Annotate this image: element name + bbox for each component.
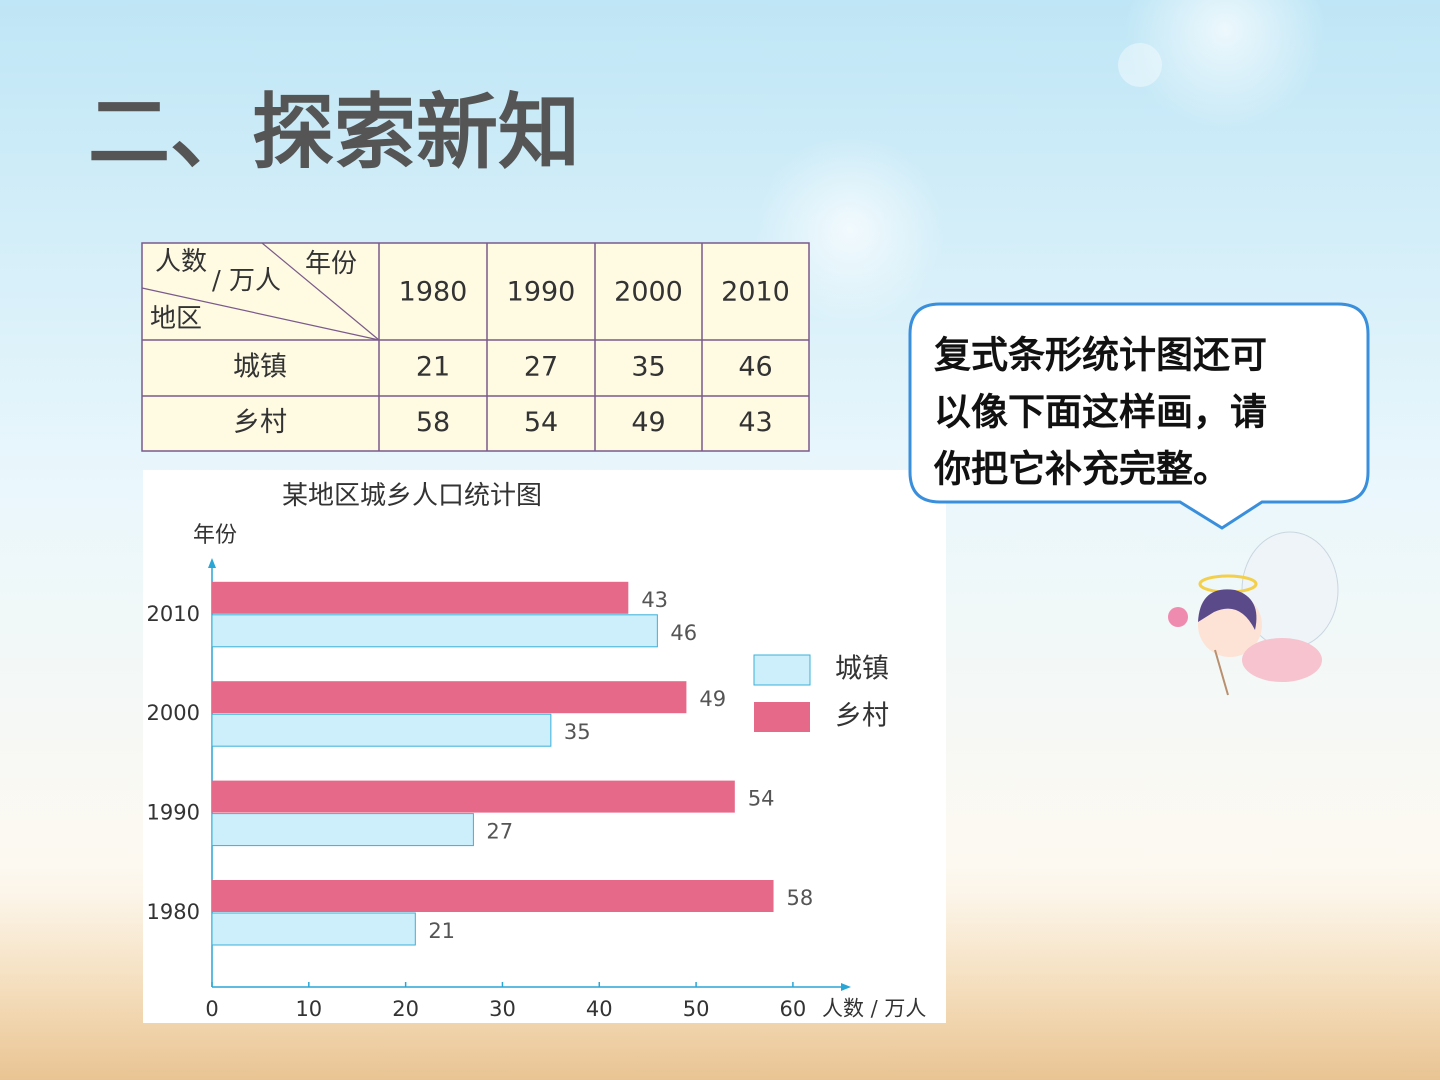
legend-swatch	[754, 702, 810, 732]
bar	[211, 713, 552, 747]
data-label: 21	[428, 919, 455, 943]
bar	[211, 813, 474, 847]
wand-star	[1168, 607, 1188, 627]
y-tick-label: 2010	[147, 602, 200, 626]
fairy-illustration	[1168, 531, 1339, 696]
y-tick-label: 1990	[147, 801, 200, 825]
x-tick-label: 20	[392, 997, 419, 1021]
column-header: 2000	[614, 277, 683, 308]
data-label: 35	[564, 720, 591, 744]
x-tick-label: 60	[780, 997, 807, 1021]
bar	[212, 880, 774, 912]
corner-label: / 万人	[212, 266, 281, 296]
x-tick-label: 0	[205, 997, 218, 1021]
slide-title: 二、探索新知	[88, 85, 580, 180]
data-label: 27	[486, 820, 513, 844]
y-tick-label: 2000	[147, 701, 200, 725]
table-cell: 54	[524, 407, 558, 438]
corner-diagonal	[261, 242, 380, 341]
bar	[212, 681, 687, 714]
decor-circle	[1125, 0, 1325, 130]
table-cell: 49	[631, 407, 665, 438]
bar	[211, 614, 658, 648]
x-axis-label: 人数 / 万人	[822, 997, 926, 1021]
bubble-shape	[908, 302, 1370, 530]
data-label: 49	[699, 687, 726, 711]
column-header: 1980	[399, 277, 468, 308]
data-label: 58	[787, 886, 814, 910]
hair	[1198, 589, 1257, 630]
x-tick-label: 30	[489, 997, 516, 1021]
y-axis-arrow	[208, 558, 216, 568]
legend-label: 城镇	[835, 654, 889, 685]
y-tick-label: 1980	[147, 900, 200, 924]
x-tick-label: 50	[683, 997, 710, 1021]
x-tick-label: 40	[586, 997, 613, 1021]
column-header: 1990	[507, 277, 576, 308]
table-background	[141, 242, 810, 452]
decor-circle	[1118, 43, 1162, 87]
table-cell: 43	[738, 407, 772, 438]
wand	[1214, 649, 1229, 696]
column-header: 2010	[721, 277, 790, 308]
table-cell: 35	[631, 352, 665, 383]
bar	[211, 912, 416, 946]
legend-swatch	[753, 654, 811, 686]
data-label: 43	[641, 588, 668, 612]
x-axis-arrow	[841, 983, 851, 991]
bar	[212, 581, 629, 614]
chart-title: 某地区城乡人口统计图	[282, 481, 542, 511]
bubble-line: 以像下面这样画，请	[934, 391, 1267, 434]
x-tick-label: 10	[295, 997, 322, 1021]
row-header: 城镇	[233, 352, 287, 383]
y-axis-label: 年份	[193, 523, 237, 548]
corner-diagonal	[141, 287, 380, 341]
corner-label: 地区	[150, 304, 202, 334]
data-label: 54	[748, 787, 775, 811]
table-cell: 46	[738, 352, 772, 383]
bubble-line: 你把它补充完整。	[933, 448, 1230, 491]
data-label: 46	[670, 621, 697, 645]
dress	[1242, 638, 1322, 682]
legend-label: 乡村	[835, 701, 889, 732]
table-cell: 27	[524, 352, 558, 383]
corner-label: 年份	[305, 249, 357, 279]
table-cell: 21	[416, 352, 450, 383]
bubble-line: 复式条形统计图还可	[934, 334, 1267, 377]
table-cell: 58	[416, 407, 450, 438]
bar	[212, 780, 735, 813]
corner-label: 人数	[155, 247, 207, 277]
row-header: 乡村	[233, 407, 287, 438]
